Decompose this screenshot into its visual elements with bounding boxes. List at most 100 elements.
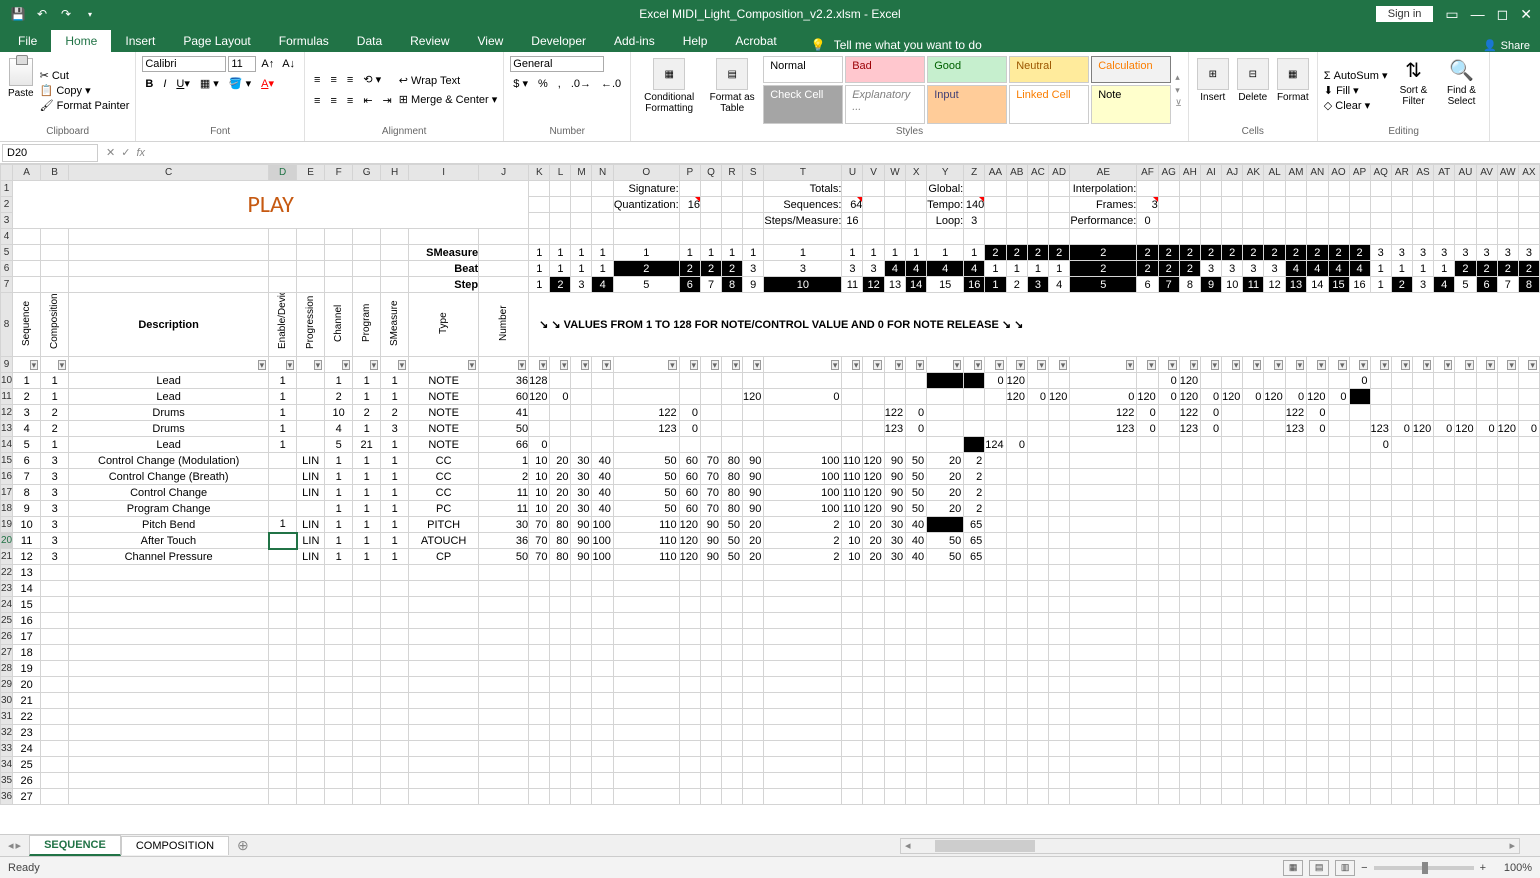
cell[interactable] [1179,517,1200,533]
cell[interactable] [1370,405,1391,421]
row-header-6[interactable]: 6 [1,261,13,277]
cell[interactable] [1328,613,1349,629]
cell[interactable] [1307,485,1328,501]
cell[interactable] [1264,197,1285,213]
cell[interactable] [1307,453,1328,469]
cell[interactable] [1264,581,1285,597]
cell[interactable] [722,197,743,213]
cell[interactable] [353,629,381,645]
cell[interactable]: 65 [964,549,985,565]
cell[interactable] [297,677,325,693]
cell[interactable] [1349,565,1370,581]
cell[interactable] [985,421,1006,437]
filter-cell[interactable] [550,357,571,373]
cell[interactable] [1476,789,1497,805]
cell[interactable] [479,629,529,645]
cell[interactable] [842,581,863,597]
cell[interactable]: 1 [550,261,571,277]
cell[interactable] [550,629,571,645]
cell[interactable] [529,709,550,725]
cell[interactable] [1285,709,1306,725]
cell[interactable] [1048,421,1069,437]
cell[interactable] [1201,565,1222,581]
cell[interactable] [1434,757,1455,773]
cell[interactable] [381,773,409,789]
cell[interactable]: 3 [1391,245,1412,261]
cell[interactable]: 0 [1391,421,1412,437]
cell[interactable]: 50 [613,501,679,517]
cell[interactable] [1285,565,1306,581]
cell[interactable] [1370,229,1391,245]
cell[interactable] [1048,501,1069,517]
cell[interactable] [1264,597,1285,613]
cell[interactable]: 90 [884,501,905,517]
cell[interactable] [550,181,571,197]
col-header-AI[interactable]: AI [1201,165,1222,181]
cell[interactable] [985,469,1006,485]
cell[interactable] [1006,501,1027,517]
cell[interactable] [1391,229,1412,245]
cell[interactable] [41,229,69,245]
cell[interactable] [743,613,764,629]
column-header-enable[interactable]: Enable/Device [269,293,297,357]
cell[interactable] [479,597,529,613]
cell[interactable]: 0 [1158,373,1179,389]
cell[interactable] [884,677,905,693]
cell[interactable] [1264,229,1285,245]
cell[interactable] [41,693,69,709]
cell[interactable]: 0 [1006,437,1027,453]
cell[interactable]: 20 [927,453,964,469]
cell[interactable] [1048,725,1069,741]
cell[interactable]: 50 [906,501,927,517]
cell[interactable] [592,757,613,773]
cell[interactable]: 6 [1137,277,1158,293]
row-header-1[interactable]: 1 [1,181,13,197]
cell[interactable]: 50 [722,549,743,565]
cell[interactable]: 1 [906,245,927,261]
cell[interactable] [1328,373,1349,389]
align-left-icon[interactable]: ≡ [311,93,323,108]
cell[interactable] [1434,581,1455,597]
cell[interactable] [1349,469,1370,485]
cell[interactable] [1027,181,1048,197]
cell[interactable] [1137,757,1158,773]
cell[interactable] [1027,373,1048,389]
cell[interactable]: 40 [906,533,927,549]
filter-cell[interactable] [863,357,884,373]
cell[interactable] [1349,181,1370,197]
font-color-button[interactable]: A ▾ [258,76,277,91]
cell[interactable] [884,229,905,245]
cell[interactable] [743,629,764,645]
cell[interactable] [1434,405,1455,421]
cell[interactable] [884,389,905,405]
cell[interactable] [1201,789,1222,805]
cell[interactable] [1179,773,1200,789]
cell[interactable] [613,229,679,245]
cell[interactable]: 1 [529,261,550,277]
cell[interactable] [985,453,1006,469]
cell[interactable] [985,565,1006,581]
cell[interactable] [1391,741,1412,757]
cell[interactable] [1222,773,1243,789]
cell[interactable] [1518,629,1539,645]
cell[interactable] [1349,757,1370,773]
cell[interactable] [1027,789,1048,805]
cell[interactable] [1370,533,1391,549]
cell[interactable]: 2 [722,261,743,277]
cell[interactable] [1243,661,1264,677]
cell[interactable] [269,693,297,709]
cell[interactable] [1497,405,1518,421]
col-header-R[interactable]: R [722,165,743,181]
cell[interactable] [1264,677,1285,693]
cell[interactable] [1370,373,1391,389]
cell[interactable] [1370,757,1391,773]
cell[interactable] [1518,725,1539,741]
cell[interactable] [1518,501,1539,517]
comma-format-icon[interactable]: , [555,76,564,91]
cell[interactable] [1434,597,1455,613]
cell[interactable]: 60 [479,389,529,405]
cell[interactable] [1222,533,1243,549]
row-header-32[interactable]: 32 [1,725,13,741]
cell[interactable] [1518,581,1539,597]
cell[interactable] [679,773,700,789]
